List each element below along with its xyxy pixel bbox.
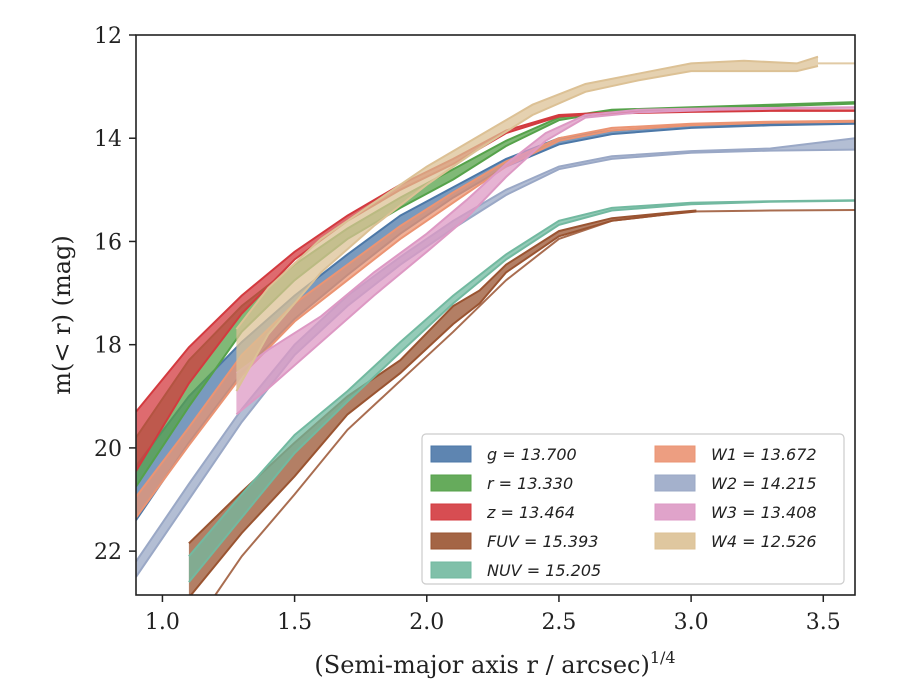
y-tick-label: 14 xyxy=(94,127,122,152)
y-tick-label: 16 xyxy=(94,230,122,255)
legend-label: NUV = 15.205 xyxy=(487,561,601,580)
series-w4-upper-edge xyxy=(235,55,819,330)
x-tick-label: 1.5 xyxy=(277,610,312,635)
x-tick-label: 2.0 xyxy=(409,610,444,635)
legend-swatch xyxy=(430,532,472,550)
series-fuv-tail xyxy=(214,209,855,595)
x-tick-label: 2.5 xyxy=(541,610,576,635)
series-nuv-lower-edge xyxy=(188,199,855,583)
legend-entry: FUV = 15.393 xyxy=(430,532,598,551)
legend-entry: r = 13.330 xyxy=(430,474,573,493)
series-nuv xyxy=(188,199,855,583)
legend-entry: g = 13.700 xyxy=(430,445,577,464)
x-tick-label: 1.0 xyxy=(145,610,180,635)
x-axis-title-text: (Semi-major axis r / arcsec) xyxy=(314,651,649,679)
series-w4-lower-edge xyxy=(235,65,819,392)
legend-label: FUV = 15.393 xyxy=(487,532,598,551)
legend-label: z = 13.464 xyxy=(486,503,575,522)
legend-entry: NUV = 15.205 xyxy=(430,561,601,580)
legend-swatch xyxy=(430,503,472,521)
legend-swatch xyxy=(654,445,696,463)
legend-label: r = 13.330 xyxy=(487,474,573,493)
legend-entry: W2 = 14.215 xyxy=(654,474,817,493)
series-w4-band xyxy=(236,56,818,392)
legend-swatch xyxy=(430,561,472,579)
y-tick-label: 22 xyxy=(94,540,122,565)
series-nuv-upper-edge xyxy=(188,199,855,557)
legend-label: W1 = 13.672 xyxy=(711,445,817,464)
legend-entry: W3 = 13.408 xyxy=(654,503,817,522)
legend-entry: W4 = 12.526 xyxy=(654,532,817,551)
series-w4 xyxy=(235,55,855,392)
legend: g = 13.700 r = 13.330 z = 13.464 FUV = 15.3… xyxy=(421,433,845,585)
legend-swatch xyxy=(654,503,696,521)
legend-swatch xyxy=(430,474,472,492)
legend-swatch xyxy=(430,445,472,463)
plot-frame xyxy=(135,34,856,596)
legend-frame xyxy=(421,433,845,585)
series-w3-upper-edge xyxy=(235,106,855,374)
legend-entry: W1 = 13.672 xyxy=(654,445,817,464)
legend-label: W2 = 14.215 xyxy=(711,474,817,493)
legend-swatch xyxy=(654,474,696,492)
legend-entry: z = 13.464 xyxy=(430,503,575,522)
x-axis-title-exponent: 1/4 xyxy=(650,648,676,667)
y-axis-title: m(< r) (mag) xyxy=(48,235,76,394)
legend-label: W3 = 13.408 xyxy=(711,503,817,522)
y-tick-label: 12 xyxy=(94,24,122,49)
x-tick-label: 3.0 xyxy=(674,610,709,635)
legend-label: W4 = 12.526 xyxy=(711,532,817,551)
legend-swatch xyxy=(654,532,696,550)
y-tick-label: 18 xyxy=(94,334,122,359)
y-tick-label: 20 xyxy=(94,437,122,462)
series-layer xyxy=(136,55,855,595)
series-w3-lower-edge xyxy=(235,106,855,416)
series-w3 xyxy=(235,106,855,416)
legend-label: g = 13.700 xyxy=(487,445,577,464)
x-axis-title: (Semi-major axis r / arcsec)1/4 xyxy=(314,648,675,679)
x-tick-label: 3.5 xyxy=(806,610,841,635)
axes-layer: 1.0 1.5 2.0 2.5 3.0 3.5 12 14 16 18 20 22 xyxy=(94,24,841,635)
